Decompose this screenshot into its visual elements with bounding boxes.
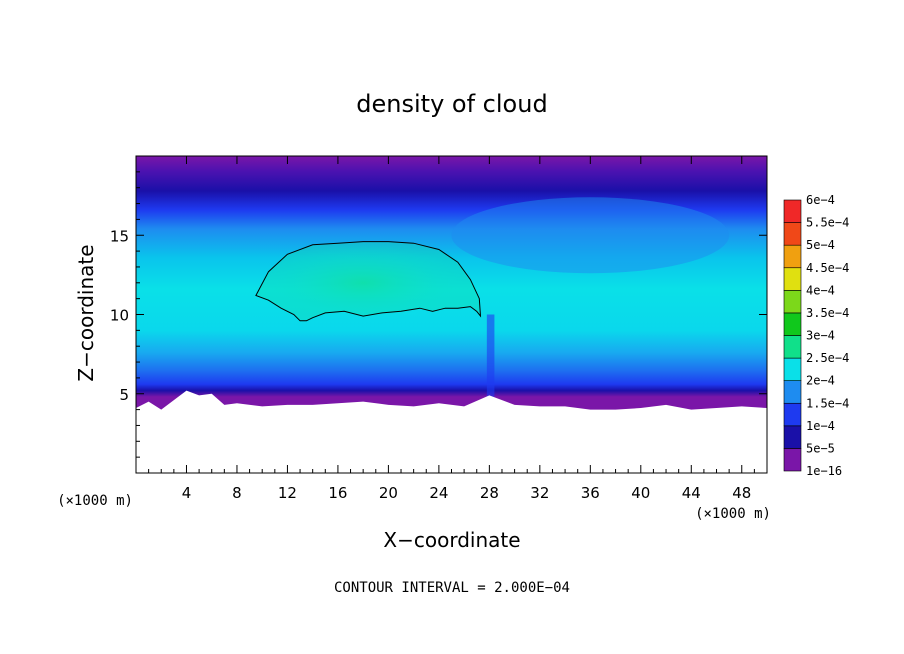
x-unit-label-right: (×1000 m) [695, 506, 771, 522]
y-axis-label: Z−coordinate [74, 244, 98, 381]
y-axis: 5 10 15 [110, 171, 767, 458]
colorbar-label: 2e−4 [806, 374, 835, 388]
colorbar-swatch [783, 335, 802, 359]
x-axis-label: X−coordinate [383, 528, 520, 552]
colorbar-label: 6e−4 [806, 193, 835, 207]
y-tick-label: 15 [110, 227, 129, 245]
x-tick-label: 24 [429, 484, 448, 502]
contour-interval-note: CONTOUR INTERVAL = 2.000E−04 [334, 580, 570, 596]
colorbar-swatch [783, 448, 802, 472]
x-tick-label: 20 [379, 484, 398, 502]
colorbar-label: 2.5e−4 [806, 351, 849, 365]
colorbar-swatch [783, 267, 802, 291]
y-tick-label: 5 [119, 386, 129, 404]
colorbar-label: 1e−4 [806, 419, 835, 433]
colorbar-swatch [783, 222, 802, 246]
colorbar-label: 5e−5 [806, 441, 835, 455]
colorbar-label: 1e−16 [806, 464, 842, 478]
x-tick-label: 8 [232, 484, 242, 502]
colorbar-label: 3e−4 [806, 329, 835, 343]
chart-title: density of cloud [356, 90, 547, 118]
colorbar-swatch [783, 244, 802, 269]
plot-area [136, 156, 767, 473]
x-axis: 4 8 12 16 20 24 28 32 36 40 44 48 [148, 156, 755, 502]
colorbar-swatch [783, 199, 802, 223]
colorbar-label: 5.5e−4 [806, 216, 849, 230]
x-tick-label: 12 [278, 484, 297, 502]
density-band-upper [451, 197, 730, 274]
x-tick-label: 4 [182, 484, 192, 502]
colorbar-label: 4.5e−4 [806, 261, 849, 275]
density-column [486, 314, 495, 397]
terrain-mask [136, 390, 767, 473]
colorbar-swatch [783, 312, 802, 336]
colorbar-legend: 1e−16 5e−5 1e−4 1.5e−4 2e−4 2.5e−4 3e−4 3.5e−4 4… [783, 193, 849, 478]
x-tick-label: 32 [530, 484, 549, 502]
colorbar-label: 4e−4 [806, 283, 835, 297]
x-tick-label: 40 [631, 484, 650, 502]
colorbar-swatch [783, 402, 802, 427]
colorbar-swatch [783, 425, 802, 449]
colorbar-swatch [783, 380, 802, 404]
x-tick-label: 36 [581, 484, 600, 502]
y-tick-label: 10 [110, 307, 129, 325]
contour-line [255, 241, 482, 322]
x-tick-label: 16 [328, 484, 347, 502]
x-tick-label: 28 [480, 484, 499, 502]
x-unit-label: (×1000 m) [57, 493, 133, 509]
colorbar-swatch [783, 357, 802, 381]
colorbar-swatch [783, 290, 802, 314]
colorbar-label: 3.5e−4 [806, 306, 849, 320]
colorbar-label: 1.5e−4 [806, 396, 849, 410]
colorbar-label: 5e−4 [806, 238, 835, 252]
density-core [262, 244, 465, 321]
x-tick-label: 48 [732, 484, 751, 502]
x-tick-label: 44 [682, 484, 701, 502]
